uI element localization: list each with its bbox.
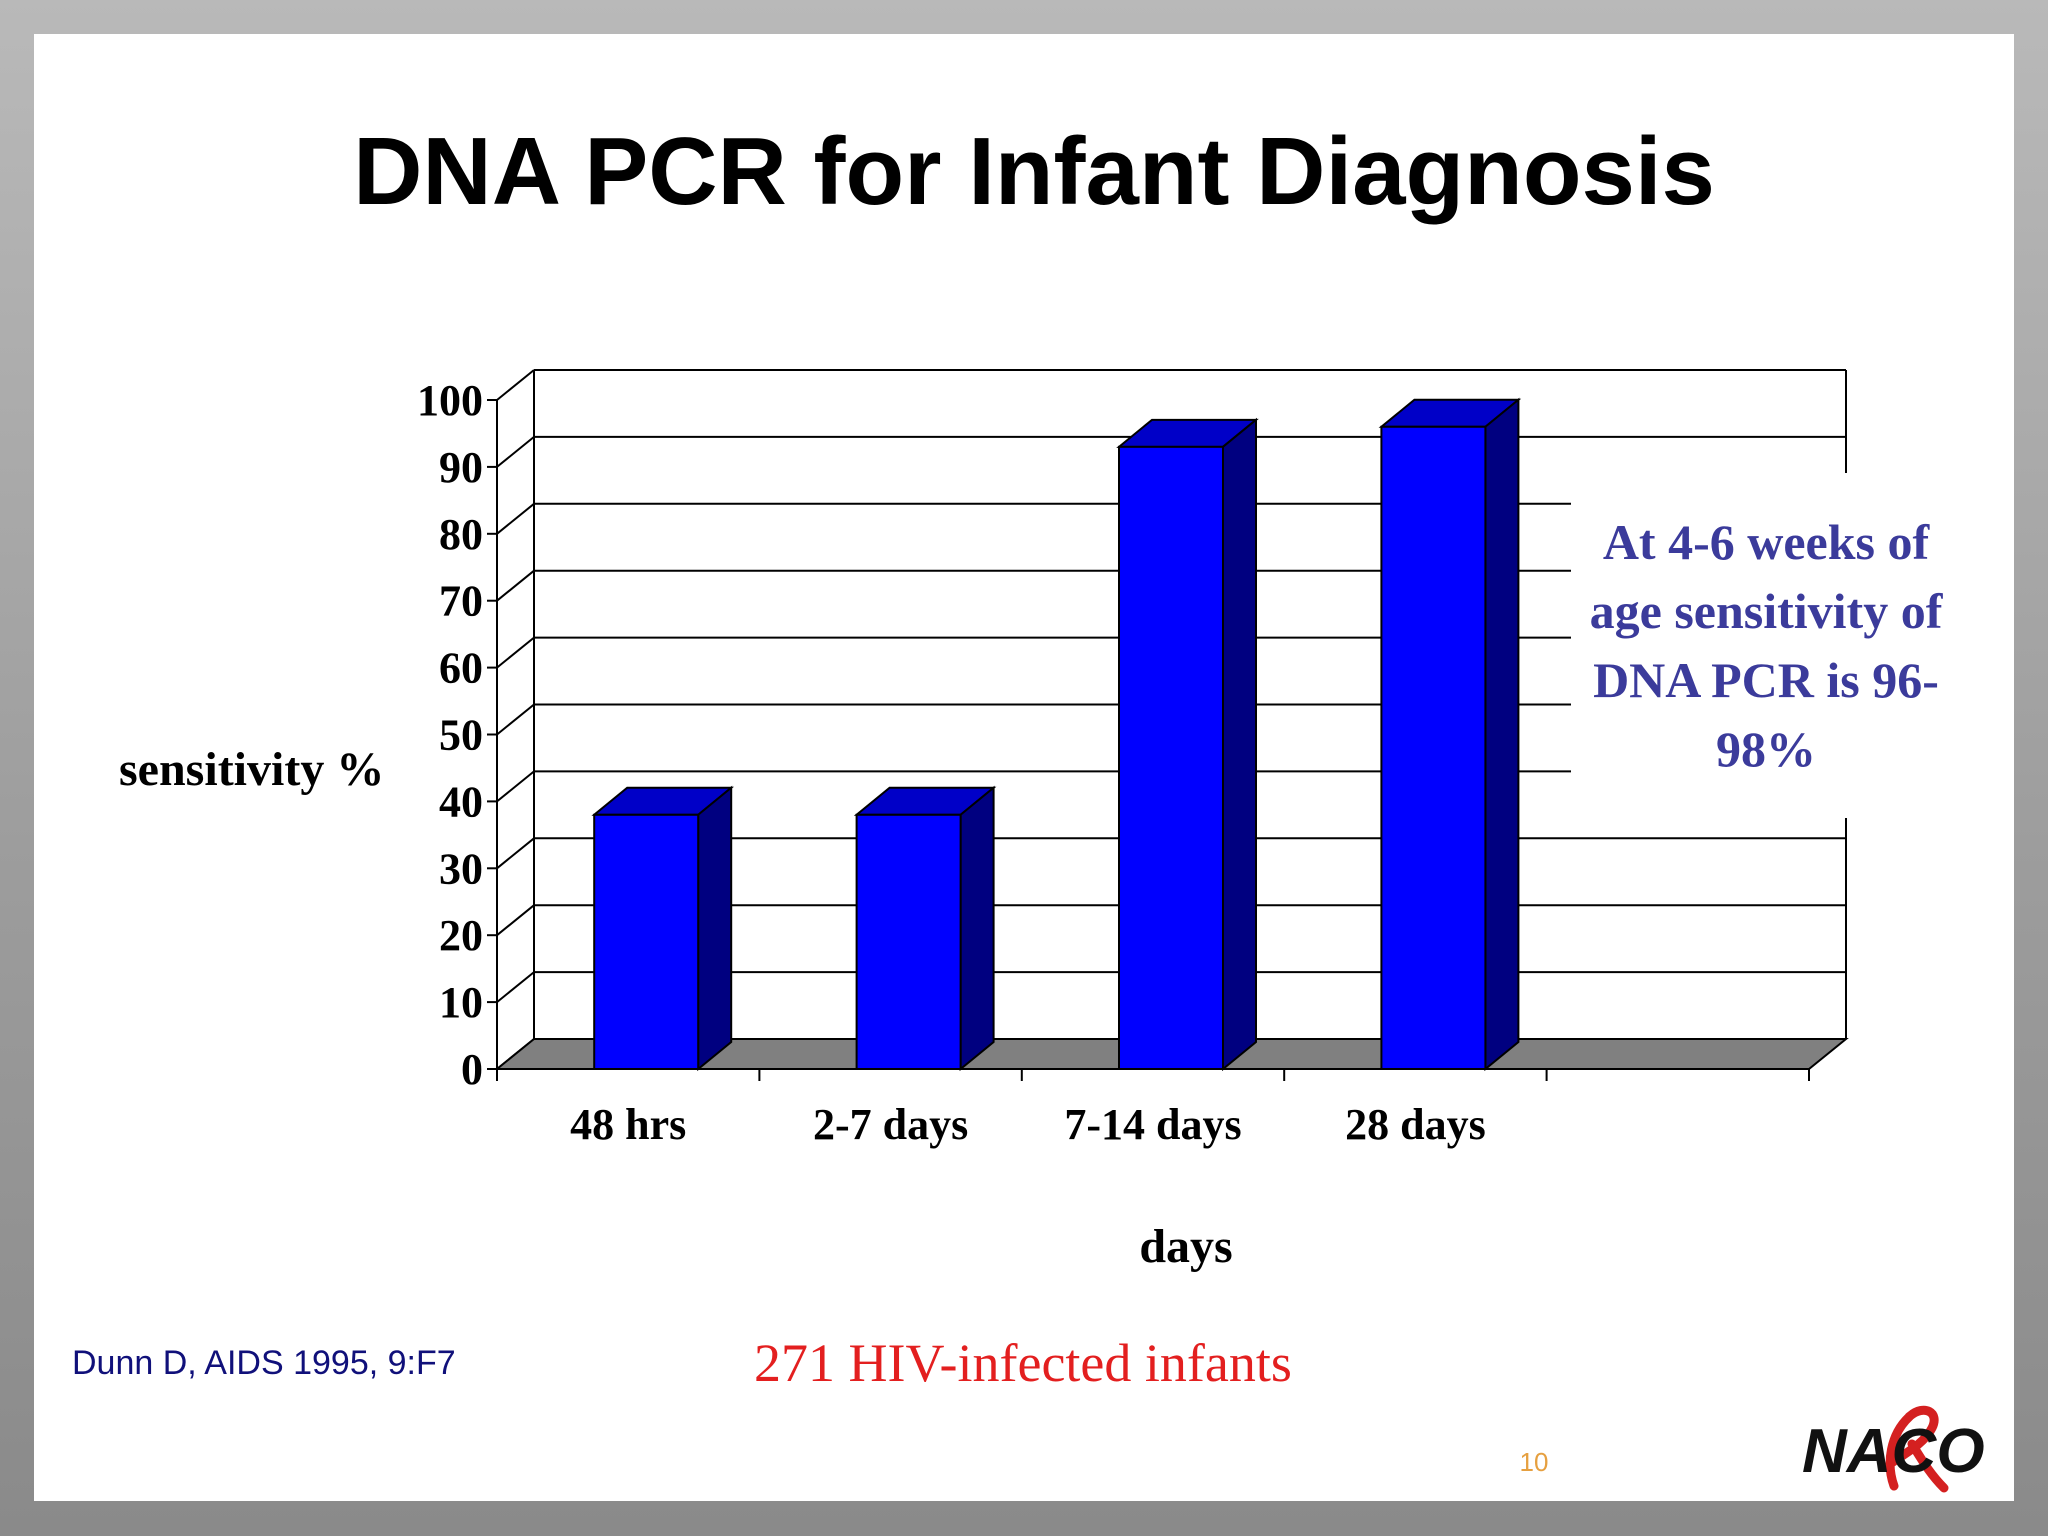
logo-text: NACO <box>1802 1417 1985 1486</box>
bar-side <box>1484 397 1520 1072</box>
side-gridline <box>496 569 535 602</box>
x-tick-label: 7-14 days <box>1064 1100 1241 1149</box>
annotation-text: At 4-6 weeks of age sensitivity of DNA P… <box>1589 513 1943 777</box>
side-gridline <box>496 703 535 736</box>
bar-chart: 0 10 20 30 40 50 60 70 80 90 100 48 hrs 2-7 days 7-1… <box>417 369 1849 1149</box>
red-ribbon-tail-icon <box>1907 1439 1949 1493</box>
bar <box>1118 445 1224 1070</box>
citation: Dunn D, AIDS 1995, 9:F7 <box>72 1344 456 1382</box>
bar-side <box>959 785 995 1072</box>
y-tick-label: 30 <box>439 844 483 893</box>
y-tick-label: 100 <box>417 376 483 425</box>
bar-side <box>1222 417 1257 1072</box>
y-tick-label: 50 <box>439 711 483 760</box>
chart-axes <box>487 399 1810 1081</box>
side-gridline <box>496 770 535 803</box>
x-tick-label: 48 hrs <box>570 1100 686 1149</box>
x-axis-label: days <box>1139 1220 1233 1273</box>
side-gridline <box>496 904 535 936</box>
side-gridline <box>496 971 535 1003</box>
side-gridline <box>496 436 535 468</box>
side-gridline <box>496 503 535 535</box>
y-tick-label: 60 <box>439 644 483 693</box>
sensitivity-annotation: At 4-6 weeks of age sensitivity of DNA P… <box>1571 473 1961 818</box>
y-tick-label: 90 <box>439 443 483 492</box>
y-tick-label: 70 <box>439 577 483 626</box>
y-tick-label: 10 <box>439 978 483 1027</box>
y-tick-labels: 0 10 20 30 40 50 60 70 80 90 100 <box>417 376 483 1094</box>
chart-bars <box>591 397 1522 1072</box>
y-tick-label: 0 <box>461 1045 483 1094</box>
side-gridline <box>496 837 535 870</box>
y-axis-label: sensitivity % <box>119 743 385 796</box>
y-tick-label: 40 <box>439 777 483 826</box>
x-tick-labels: 48 hrs 2-7 days 7-14 days 28 days <box>570 1100 1486 1149</box>
y-tick-label: 80 <box>439 510 483 559</box>
sample-size-note: 271 HIV-infected infants <box>754 1333 1292 1393</box>
bar <box>1380 425 1487 1070</box>
side-gridline <box>496 636 535 669</box>
slide: DNA PCR for Infant Diagnosis 0 10 20 30 40 50… <box>34 34 2014 1501</box>
naco-logo: NACO <box>1802 1405 1985 1493</box>
page-number: 10 <box>1519 1447 1549 1477</box>
bar <box>593 813 700 1071</box>
slide-title: DNA PCR for Infant Diagnosis <box>353 118 1715 225</box>
y-tick-label: 20 <box>439 911 483 960</box>
bar <box>855 813 962 1071</box>
bar-side <box>697 785 733 1072</box>
x-tick-label: 2-7 days <box>813 1100 968 1149</box>
side-gridline <box>496 369 535 401</box>
x-tick-label: 28 days <box>1345 1100 1486 1149</box>
